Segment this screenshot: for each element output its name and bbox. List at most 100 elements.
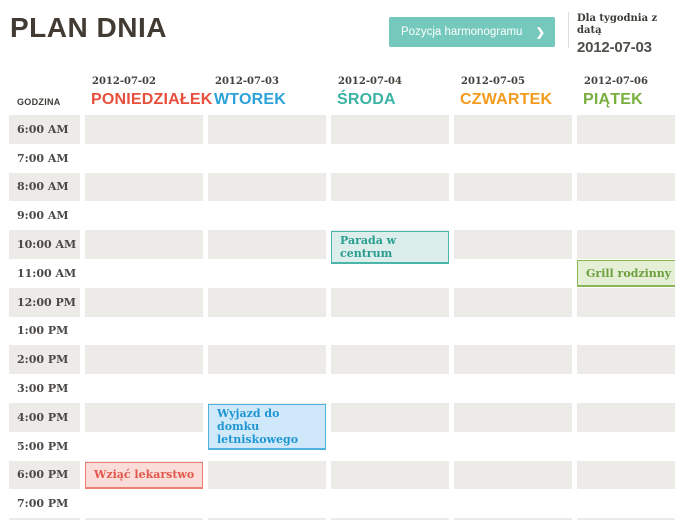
schedule-cell[interactable] [331,431,449,461]
schedule-cell[interactable] [454,230,572,259]
schedule-cell[interactable] [577,402,675,432]
schedule-cell[interactable] [208,201,326,231]
hour-label: 3:00 PM [9,374,80,403]
day-name: PIĄTEK [583,91,643,108]
day-date: 2012-07-03 [215,76,279,87]
hour-label: 6:00 AM [9,115,80,144]
schedule-cell[interactable] [577,489,675,519]
schedule-grid: 6:00 AM 7:00 AM 8:00 AM 9:00 AM 10:00 AM 11:0… [9,115,675,520]
schedule-cell[interactable] [454,374,572,403]
schedule-cell[interactable] [208,460,326,490]
schedule-cell[interactable] [577,316,675,346]
schedule-cell[interactable] [208,143,326,173]
schedule-cell[interactable] [331,143,449,173]
schedule-cell[interactable] [331,115,449,144]
schedule-cell[interactable] [454,287,572,317]
day-name: CZWARTEK [460,91,553,108]
schedule-cell[interactable] [577,143,675,173]
schedule-cell[interactable] [85,287,203,317]
schedule-cell[interactable] [454,316,572,346]
schedule-cell[interactable] [208,489,326,519]
schedule-cell[interactable] [454,518,572,520]
schedule-cell[interactable] [331,489,449,519]
schedule-cell[interactable] [85,230,203,259]
schedule-cell[interactable] [454,258,572,288]
day-date: 2012-07-06 [584,76,648,87]
schedule-cell[interactable] [208,115,326,144]
day-date: 2012-07-02 [92,76,156,87]
event-item[interactable]: Parada w centrum [331,231,449,265]
schedule-cell[interactable] [85,402,203,432]
hour-label [9,518,80,520]
schedule-cell[interactable] [85,431,203,461]
schedule-cell[interactable] [208,230,326,259]
schedule-cell[interactable] [85,115,203,144]
schedule-cell[interactable] [208,374,326,403]
schedule-cell[interactable] [577,201,675,231]
schedule-cell[interactable] [331,172,449,202]
schedule-cell[interactable] [454,402,572,432]
schedule-item-button[interactable]: Pozycja harmonogramu ❯ [389,17,555,47]
schedule-cell[interactable] [331,287,449,317]
schedule-cell[interactable] [454,115,572,144]
hour-label: 9:00 AM [9,201,80,231]
day-header-4: 2012-07-05 CZWARTEK [454,76,572,109]
hour-label: 11:00 AM [9,258,80,288]
schedule-cell[interactable] [85,258,203,288]
schedule-cell[interactable] [454,489,572,519]
schedule-cell[interactable] [577,374,675,403]
day-name: PONIEDZIAŁEK [91,91,213,108]
event-item[interactable]: Wziąć lekarstwo [85,461,203,489]
schedule-cell[interactable] [577,172,675,202]
schedule-cell[interactable] [331,345,449,375]
schedule-cell[interactable] [454,431,572,461]
schedule-cell[interactable] [208,258,326,288]
schedule-cell[interactable] [577,431,675,461]
hour-label: 10:00 AM [9,230,80,259]
week-of-date[interactable]: 2012-07-03 [577,39,652,56]
schedule-cell[interactable] [85,201,203,231]
schedule-cell[interactable] [208,287,326,317]
schedule-cell[interactable] [208,172,326,202]
schedule-cell[interactable] [577,115,675,144]
schedule-cell[interactable] [85,345,203,375]
schedule-cell[interactable] [577,287,675,317]
schedule-cell[interactable] [454,143,572,173]
hour-label: 6:00 PM [9,460,80,490]
schedule-cell[interactable] [331,316,449,346]
chevron-right-icon: ❯ [535,26,545,39]
schedule-cell[interactable] [85,172,203,202]
hour-column-header: GODZINA [17,97,61,107]
schedule-cell[interactable] [85,374,203,403]
hour-label: 12:00 PM [9,287,80,317]
schedule-cell[interactable] [454,201,572,231]
schedule-cell[interactable] [454,172,572,202]
event-item[interactable]: Wyjazd do domku letniskowego [208,404,326,450]
schedule-cell[interactable] [454,345,572,375]
hour-label: 4:00 PM [9,402,80,432]
schedule-cell[interactable] [331,518,449,520]
schedule-cell[interactable] [331,201,449,231]
schedule-cell[interactable] [208,345,326,375]
schedule-cell[interactable] [85,316,203,346]
day-date: 2012-07-05 [461,76,525,87]
schedule-cell[interactable] [85,489,203,519]
day-header-5: 2012-07-06 PIĄTEK [577,76,675,109]
event-item[interactable]: Grill rodzinny [577,260,675,287]
header-divider [568,12,569,48]
schedule-cell[interactable] [331,374,449,403]
hour-label: 5:00 PM [9,431,80,461]
day-header-1: 2012-07-02 PONIEDZIAŁEK [85,76,213,109]
schedule-cell[interactable] [331,402,449,432]
day-date: 2012-07-04 [338,76,402,87]
schedule-cell[interactable] [85,518,203,520]
schedule-cell[interactable] [208,316,326,346]
schedule-cell[interactable] [577,230,675,259]
schedule-cell[interactable] [577,345,675,375]
schedule-cell[interactable] [85,143,203,173]
schedule-cell[interactable] [454,460,572,490]
schedule-cell[interactable] [577,518,675,520]
schedule-cell[interactable] [577,460,675,490]
schedule-cell[interactable] [208,518,326,520]
schedule-cell[interactable] [331,460,449,490]
